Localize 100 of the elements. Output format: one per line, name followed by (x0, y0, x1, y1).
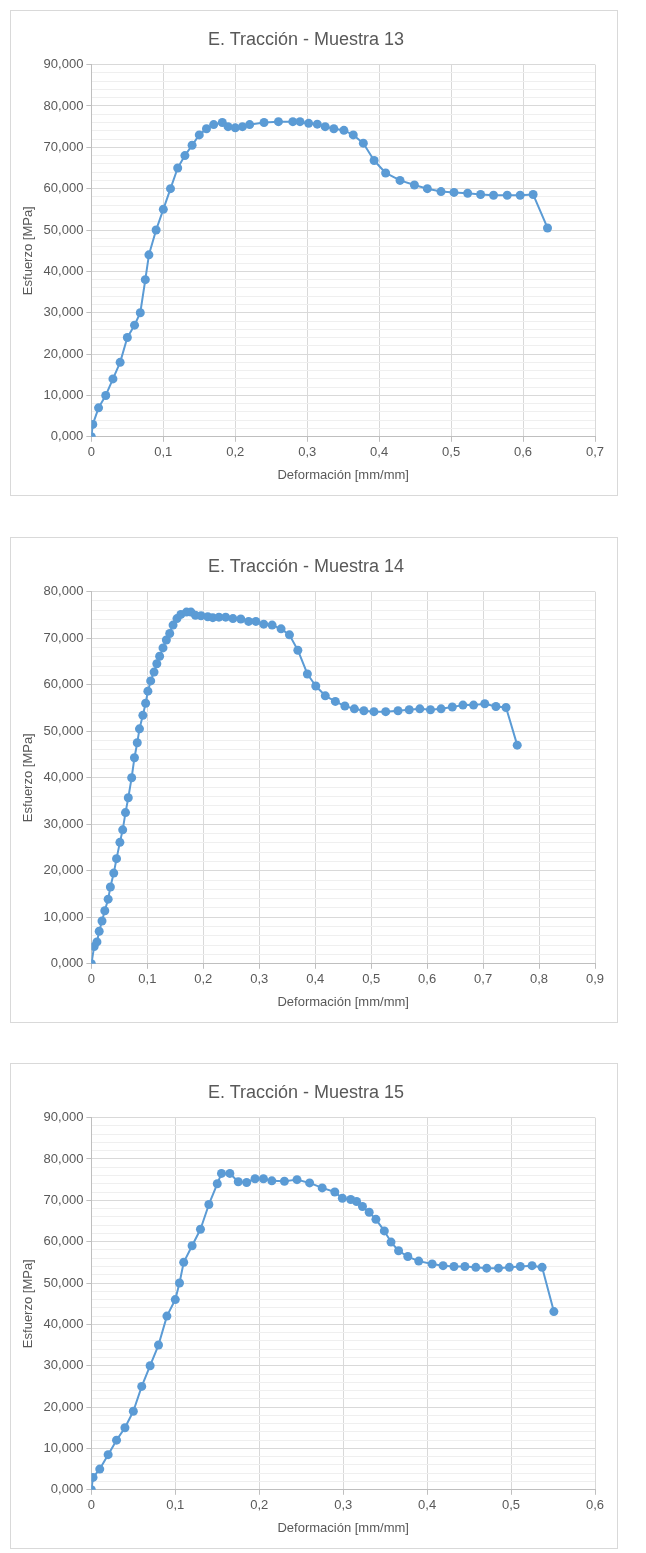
point (305, 1178, 315, 1188)
y-tick-label: 50,000 (43, 722, 84, 738)
point (145, 1361, 155, 1371)
y-tick-label: 80,000 (43, 1150, 84, 1166)
x-tick-label: 0,1 (138, 971, 157, 987)
y-tick-label: 40,000 (43, 769, 84, 785)
y-tick-label: 20,000 (43, 345, 84, 361)
chart-title: E. Tracción - Muestra 15 (207, 1081, 405, 1102)
x-tick-label: 0,3 (298, 444, 317, 460)
chart-title: E. Tracción - Muestra 13 (207, 28, 405, 49)
point (395, 175, 405, 185)
point (201, 124, 211, 134)
point (549, 1307, 559, 1317)
point (245, 120, 255, 130)
y-tick-label: 60,000 (43, 676, 84, 692)
point (259, 118, 269, 127)
y-tick-label: 20,000 (43, 1398, 84, 1414)
point (154, 1340, 164, 1350)
point (233, 1177, 243, 1187)
x-tick-label: 0,4 (370, 444, 389, 460)
point (330, 1187, 340, 1197)
point (292, 1175, 302, 1185)
y-tick-label: 70,000 (43, 629, 84, 645)
point (427, 1259, 437, 1269)
x-tick-label: 0,2 (250, 1497, 269, 1513)
point (140, 275, 150, 285)
y-tick-label: 60,000 (43, 180, 84, 196)
point (317, 1183, 327, 1193)
point (209, 120, 219, 130)
point (320, 122, 330, 132)
y-tick-label: 90,000 (43, 1109, 84, 1125)
point (543, 223, 553, 233)
x-tick-label: 0,2 (226, 444, 245, 460)
point (527, 1261, 537, 1271)
point (237, 122, 247, 132)
point (173, 163, 183, 173)
point (371, 1214, 381, 1224)
x-tick-label: 0,3 (334, 1497, 353, 1513)
point (403, 1252, 413, 1262)
x-tick-label: 0,5 (502, 1497, 521, 1513)
point (130, 320, 140, 330)
point (348, 130, 358, 140)
point (537, 1262, 547, 1272)
point (115, 357, 125, 367)
y-tick-label: 70,000 (43, 138, 84, 154)
point (267, 1176, 277, 1186)
y-axis-title: Esfuerzo [MPa] (20, 206, 36, 296)
x-tick-label: 0,8 (530, 971, 549, 987)
point (476, 189, 486, 199)
x-tick-label: 0,7 (474, 971, 493, 987)
point (449, 187, 459, 197)
y-tick-label: 30,000 (43, 1357, 84, 1373)
x-tick-label: 0,4 (306, 971, 325, 987)
point (195, 1224, 205, 1234)
point (369, 156, 379, 166)
point (339, 125, 349, 135)
point (337, 1193, 347, 1203)
y-tick-label: 10,000 (43, 387, 84, 403)
point (151, 225, 161, 235)
point (358, 138, 368, 148)
point (295, 117, 305, 127)
point (187, 1241, 197, 1251)
y-axis-title: Esfuerzo [MPa] (20, 1259, 36, 1349)
point (449, 1261, 459, 1271)
point (225, 1168, 235, 1178)
y-tick-label: 30,000 (43, 815, 84, 831)
y-tick-label: 70,000 (43, 1191, 84, 1207)
y-tick-label: 60,000 (43, 1233, 84, 1249)
point (288, 117, 298, 127)
x-tick-label: 0,5 (442, 444, 461, 460)
point (414, 1256, 424, 1266)
point (144, 250, 154, 260)
y-tick-label: 50,000 (43, 221, 84, 237)
point (460, 1261, 470, 1271)
x-tick-label: 0,2 (194, 971, 213, 987)
point (112, 1435, 122, 1445)
point (471, 1262, 481, 1272)
point (422, 184, 432, 194)
point (386, 1237, 396, 1247)
x-tick-label: 0,7 (585, 444, 605, 460)
y-tick-label: 90,000 (43, 56, 84, 72)
point (364, 1207, 374, 1217)
point (204, 1199, 214, 1209)
point (489, 190, 499, 200)
point (212, 1179, 222, 1189)
x-tick-label: 0,9 (585, 971, 605, 987)
point (394, 1246, 404, 1256)
y-tick-label: 50,000 (43, 1274, 84, 1290)
point (242, 1178, 252, 1188)
x-tick-label: 0 (87, 444, 95, 460)
point (357, 1202, 367, 1212)
point (120, 1423, 130, 1433)
point (103, 1450, 113, 1460)
point (95, 1464, 105, 1474)
point (482, 1263, 492, 1273)
point (94, 403, 104, 413)
point (273, 117, 283, 127)
x-tick-label: 0,6 (514, 444, 533, 460)
point (170, 1295, 180, 1305)
point (162, 1311, 172, 1321)
